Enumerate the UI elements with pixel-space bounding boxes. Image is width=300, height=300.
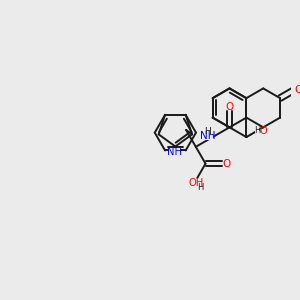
FancyBboxPatch shape	[295, 87, 300, 93]
Text: H: H	[197, 183, 203, 192]
FancyBboxPatch shape	[198, 185, 203, 190]
Text: H: H	[254, 126, 260, 135]
Text: NH: NH	[167, 147, 182, 157]
Text: O: O	[225, 102, 234, 112]
Text: O: O	[260, 126, 267, 136]
FancyBboxPatch shape	[205, 129, 210, 134]
Text: O: O	[222, 159, 230, 169]
FancyBboxPatch shape	[255, 129, 259, 133]
FancyBboxPatch shape	[260, 128, 266, 134]
Text: O: O	[294, 85, 300, 95]
FancyBboxPatch shape	[226, 104, 233, 110]
FancyBboxPatch shape	[191, 180, 200, 186]
FancyBboxPatch shape	[223, 161, 229, 167]
FancyBboxPatch shape	[202, 133, 213, 140]
FancyBboxPatch shape	[169, 148, 180, 155]
Text: NH: NH	[200, 131, 215, 142]
Text: OH: OH	[188, 178, 203, 188]
Text: H: H	[204, 127, 211, 136]
